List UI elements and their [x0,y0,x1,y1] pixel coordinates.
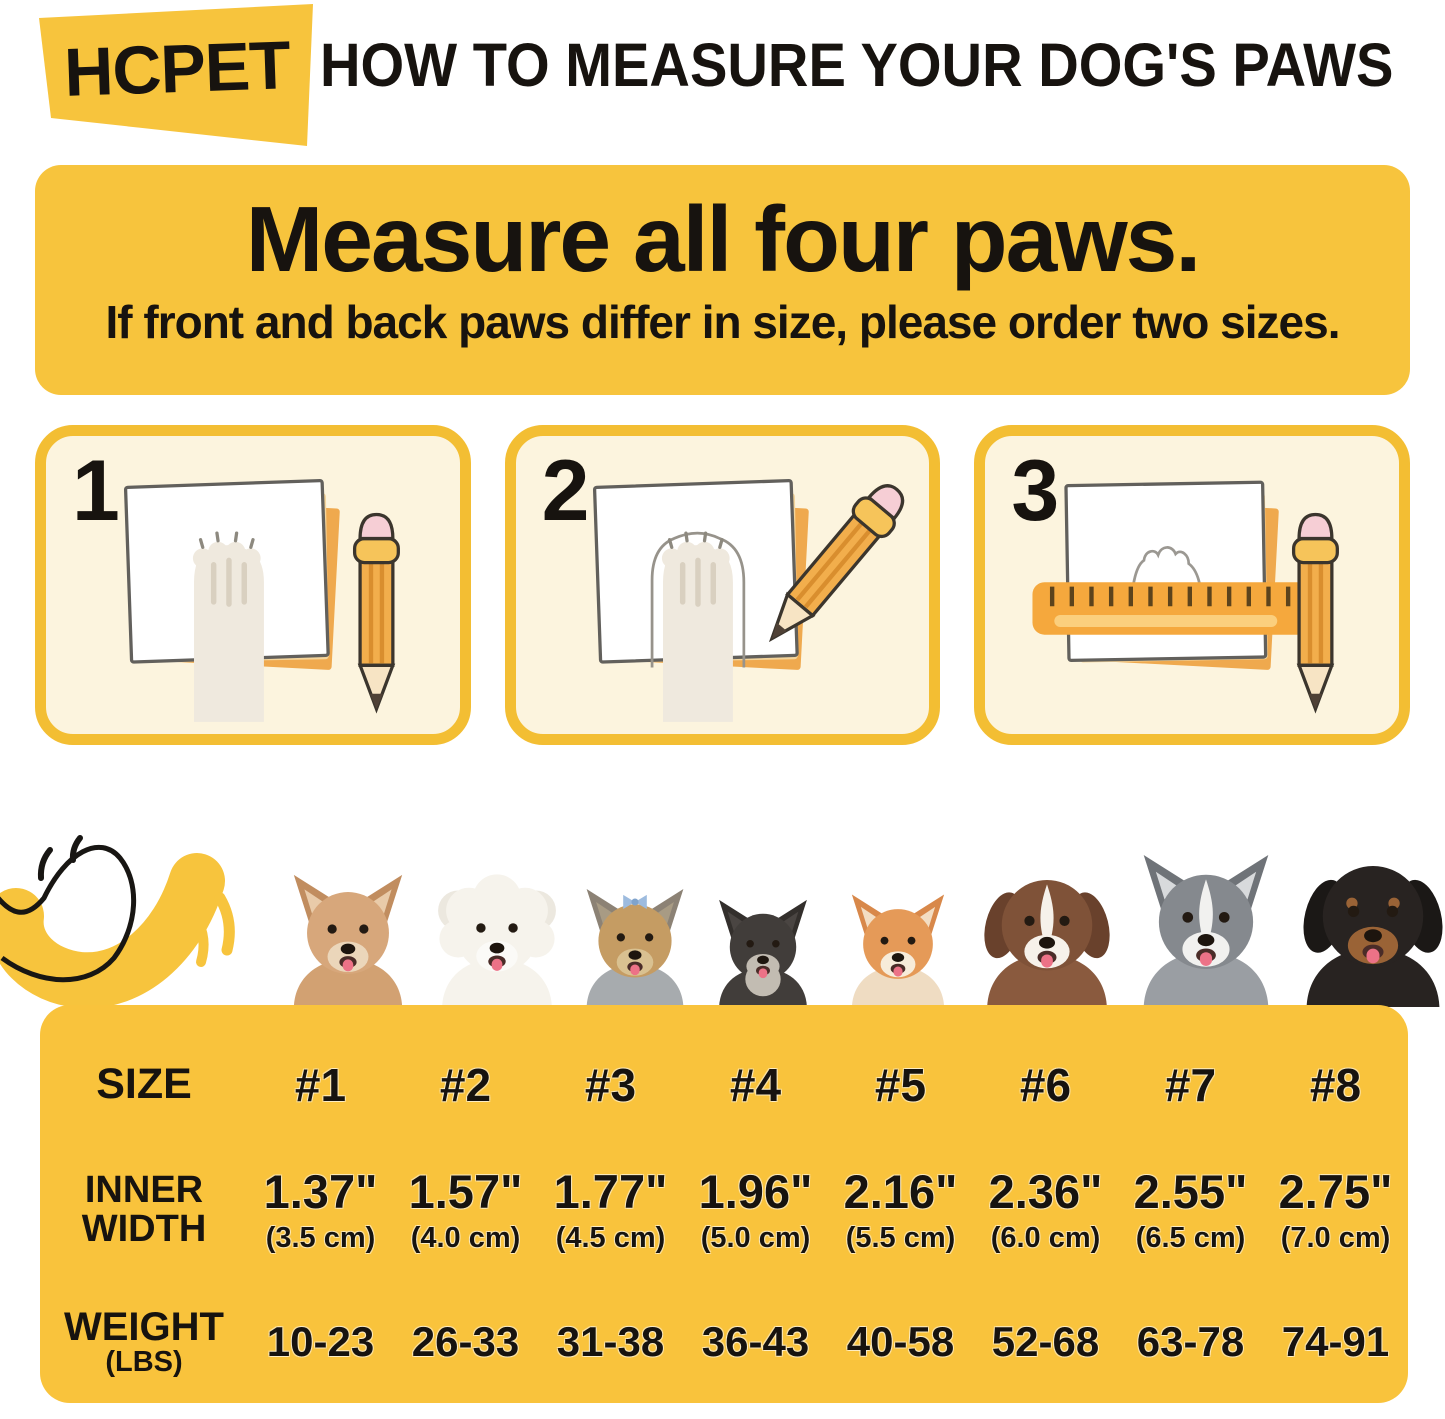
dog-photo-yorkshire-terrier [576,865,694,1012]
size-value: #4 [729,1059,782,1111]
pencil-icon [352,512,400,714]
dog-photo-rottweiler [1303,866,1443,1007]
traced-outline [651,531,746,668]
dog-photo-miniature-schnauzer [704,887,822,1012]
weight-row: WEIGHT (LBS) 10-23 26-33 31-38 36-43 40-58 52… [40,1281,1408,1403]
ruler-icon [1032,582,1319,635]
inner-width-value: 2.36" (6.0 cm) [988,1164,1103,1254]
dog-photo-rottweiler [1292,801,1445,1012]
paw-outline [1129,546,1205,624]
weight-row-label: WEIGHT (LBS) [64,1304,224,1378]
dog-photo-bichon-frise [438,874,556,1007]
dog-photo-alaskan-malamute [1130,821,1282,1012]
measure-banner: Measure all four paws. If front and back… [35,165,1410,395]
inner-width-value: 2.16" (5.5 cm) [843,1164,958,1254]
size-row: SIZE #1 #2 #3 #4 #5 #6 #7 #8 [40,1031,1408,1139]
weight-value: 40-58 [846,1318,955,1365]
inner-width-row: INNER WIDTH 1.37" (3.5 cm) 1.57" (4.0 cm) 1.… [40,1139,1408,1281]
dog-photo-alaskan-malamute [1143,855,1269,1007]
brand-logo-text: HCPET [63,27,291,111]
inner-width-value: 1.77" (4.5 cm) [553,1164,668,1254]
step-number: 2 [541,443,590,539]
dog-photo-australian-shepherd [984,879,1110,1007]
dog-photo-yorkshire-terrier [586,889,684,1007]
weight-value: 26-33 [411,1318,520,1365]
size-value: #8 [1309,1059,1362,1111]
banner-headline: Measure all four paws. [245,187,1201,291]
swoosh-icon [0,835,235,1009]
dog-photo-shiba-inu [832,881,964,1012]
step-card-3: 3 [974,425,1410,745]
inner-width-value: 2.75" (7.0 cm) [1278,1164,1393,1254]
brand-logo: HCPET [37,4,317,146]
size-value: #2 [439,1059,492,1111]
inner-width-row-label: INNER WIDTH [81,1169,207,1250]
dog-paw-icon [662,531,734,723]
dog-photo-australian-shepherd [974,841,1120,1012]
inner-width-value: 2.55" (6.5 cm) [1133,1164,1248,1254]
size-chart-table: SIZE #1 #2 #3 #4 #5 #6 #7 #8 INNER WIDTH 1.37"(… [40,1005,1408,1403]
dog-paw-icon [192,531,264,723]
pencil-icon [1292,512,1340,714]
weight-value: 36-43 [701,1318,810,1365]
weight-value: 10-23 [266,1318,375,1365]
inner-width-value: 1.37" (3.5 cm) [263,1164,378,1254]
trace-paw-illustration [593,478,905,723]
page-title: HOW TO MEASURE YOUR DOG'S PAWS [320,31,1394,99]
dog-photo-bichon-frise [428,857,566,1012]
size-value: #5 [874,1059,927,1111]
step-card-1: 1 [35,425,471,745]
logo-background-shape [39,4,313,146]
weight-value: 63-78 [1136,1318,1245,1365]
steps-row: 1 [35,425,1410,745]
dog-photo-miniature-schnauzer [719,899,807,1007]
step-number: 3 [1011,443,1060,539]
weight-value: 74-91 [1281,1318,1390,1365]
paper-stack-icon [1064,480,1279,670]
swoosh-doodle [0,826,236,1024]
weight-value: 31-38 [556,1318,665,1365]
inner-width-value: 1.57" (4.0 cm) [408,1164,523,1254]
dog-lineup [278,802,1445,1012]
pencil-icon [769,484,905,643]
step-number: 1 [72,443,120,539]
paw-on-paper-illustration [123,478,400,723]
step-card-2: 2 [504,425,941,745]
dog-photo-shiba-inu [851,894,945,1007]
size-value: #3 [584,1059,637,1111]
hair-bow-icon [623,894,647,910]
dog-photo-chihuahua [293,874,403,1007]
measure-with-ruler-illustration [1032,480,1340,714]
size-value: #1 [294,1059,347,1111]
banner-subheadline: If front and back paws differ in size, p… [105,296,1341,348]
inner-width-value: 1.96" (5.0 cm) [698,1164,813,1254]
dog-photo-chihuahua [278,859,418,1012]
size-value: #6 [1019,1059,1072,1111]
size-value: #7 [1164,1059,1217,1111]
weight-value: 52-68 [991,1318,1100,1365]
size-row-label: SIZE [96,1060,192,1109]
